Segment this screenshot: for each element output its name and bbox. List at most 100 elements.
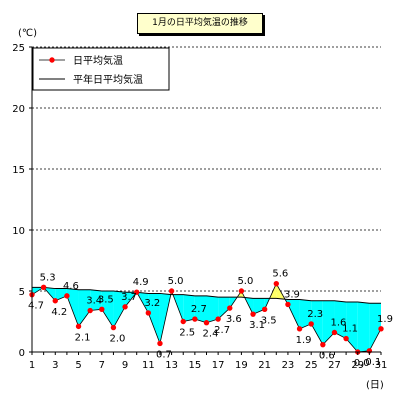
data-point (40, 284, 47, 291)
x-tick-label: 13 (165, 360, 178, 371)
data-point (180, 318, 186, 325)
x-tick-label: 25 (305, 360, 318, 371)
below-normal-fill (55, 288, 67, 301)
data-label: 0.6 (319, 351, 335, 362)
below-normal-fill (357, 301, 370, 352)
data-label: 5.6 (272, 269, 288, 280)
data-point (122, 304, 128, 310)
data-label: 2.1 (75, 332, 91, 343)
data-label: 3.7 (121, 292, 137, 303)
x-tick-label: 21 (258, 360, 271, 371)
y-tick-label: 10 (12, 226, 25, 237)
data-point (320, 341, 326, 348)
legend-swatch-daily-marker (49, 57, 55, 63)
data-point (168, 288, 175, 294)
data-label: 3.1 (249, 320, 265, 331)
data-point (157, 340, 163, 347)
data-point (215, 316, 221, 322)
below-normal-fill (206, 295, 219, 323)
data-point (331, 329, 338, 336)
x-tick-label: 27 (328, 360, 341, 371)
data-label: 3.2 (144, 298, 160, 309)
data-label: 0.7 (156, 349, 172, 360)
data-point (203, 320, 210, 326)
data-point (296, 326, 303, 332)
data-point (238, 288, 245, 294)
data-label: 2.7 (191, 304, 207, 315)
below-normal-fill (101, 291, 114, 328)
x-tick-label: 29 (351, 360, 364, 371)
data-label: 1.1 (342, 324, 358, 335)
y-tick-label: 20 (12, 104, 25, 115)
data-label: 5.3 (40, 272, 56, 283)
below-normal-fill (183, 294, 195, 322)
below-normal-fill (322, 300, 335, 345)
data-label: 4.2 (51, 307, 67, 318)
x-tick-label: 23 (282, 360, 295, 371)
data-point (285, 301, 291, 308)
y-tick-label: 15 (12, 165, 25, 176)
x-tick-label: 15 (188, 360, 201, 371)
data-label: 4.6 (63, 281, 79, 292)
below-normal-fill (346, 301, 358, 352)
below-normal-fill (194, 295, 207, 323)
x-tick-label: 3 (52, 360, 58, 371)
data-label: 1.6 (331, 317, 347, 328)
data-point (134, 289, 140, 295)
data-label: 0.0 (354, 358, 370, 369)
data-label: 0.1 (365, 357, 381, 368)
data-point (75, 323, 82, 330)
legend-label-daily: 日平均気温 (73, 54, 123, 67)
below-normal-fill (66, 288, 79, 327)
data-label: 1.9 (296, 335, 312, 346)
data-point (250, 311, 256, 317)
x-tick-label: 5 (75, 360, 81, 371)
data-label: 3.4 (86, 296, 102, 307)
x-tick-label: 1 (29, 360, 35, 371)
data-point (227, 305, 233, 311)
y-tick-label: 25 (12, 43, 25, 54)
below-normal-fill (299, 299, 312, 329)
below-normal-fill (287, 299, 300, 329)
data-label: 4.7 (28, 301, 44, 312)
y-tick-label: 5 (19, 287, 25, 298)
data-point (192, 316, 198, 322)
data-point (110, 324, 117, 331)
data-label: 3.6 (226, 314, 242, 325)
data-point (52, 298, 58, 304)
data-point (99, 306, 105, 312)
data-label: 3.9 (284, 289, 300, 300)
data-point (145, 310, 152, 316)
data-label: 5.0 (237, 276, 253, 287)
below-normal-fill (369, 303, 381, 351)
data-label: 1.9 (377, 314, 393, 325)
normal-temperature-line (32, 286, 381, 304)
data-label: 2.0 (109, 334, 125, 345)
legend (32, 47, 170, 91)
data-point (261, 306, 268, 312)
data-label: 2.4 (203, 329, 219, 340)
x-tick-label: 7 (99, 360, 105, 371)
x-tick-label: 31 (375, 360, 388, 371)
below-normal-fill (90, 289, 102, 311)
x-tick-label: 11 (142, 360, 155, 371)
data-point (378, 326, 384, 332)
below-normal-fill (218, 297, 230, 320)
y-axis-unit: (℃) (18, 28, 37, 39)
chart-title: 1月の日平均気温の推移 (137, 13, 263, 34)
data-label: 2.5 (179, 328, 195, 339)
data-point (343, 335, 349, 342)
data-point (308, 321, 314, 327)
data-label: 3.5 (261, 315, 277, 326)
below-normal-fill (113, 291, 126, 328)
data-point (273, 280, 279, 287)
y-tick-label: 0 (19, 348, 25, 359)
legend-label-normal: 平年日平均気温 (73, 73, 143, 86)
data-label: 5.0 (168, 276, 184, 287)
x-axis-unit: (日) (366, 380, 384, 391)
x-tick-label: 19 (235, 360, 248, 371)
below-normal-fill (78, 289, 91, 327)
data-point (64, 293, 70, 299)
